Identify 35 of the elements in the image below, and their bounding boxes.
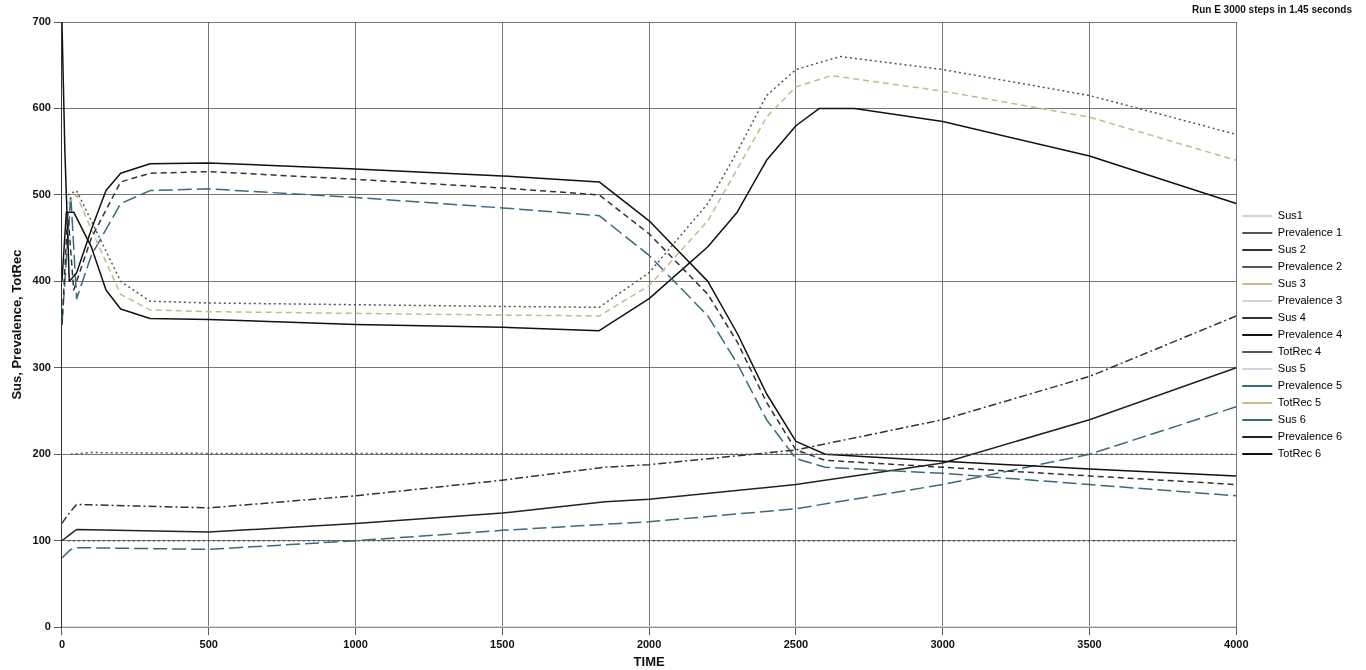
legend-label: Sus1 [1277, 209, 1303, 222]
y-tick-label: 500 [32, 187, 51, 200]
x-tick-label: 2000 [636, 637, 662, 650]
legend-label: TotRec 4 [1277, 345, 1322, 358]
y-tick-label: 0 [44, 620, 51, 633]
x-tick-label: 4000 [1224, 637, 1249, 650]
x-tick-label: 0 [58, 637, 66, 650]
x-tick-label: 2500 [783, 637, 809, 650]
legend-label: Sus 2 [1277, 243, 1306, 256]
legend-label: Sus 4 [1277, 311, 1306, 324]
y-tick-label: 600 [32, 101, 51, 114]
y-tick-label: 700 [32, 15, 51, 28]
legend-label: Sus 3 [1277, 277, 1306, 290]
legend-label: Prevalence 6 [1277, 430, 1343, 443]
x-tick-label: 500 [199, 637, 218, 650]
x-tick-label: 1500 [490, 637, 515, 650]
legend-label: Prevalence 4 [1277, 328, 1343, 341]
legend-label: Prevalence 2 [1277, 260, 1343, 273]
x-tick-label: 3500 [1077, 637, 1102, 650]
text: Run E 3000 steps in 1.45 seconds [1191, 3, 1353, 15]
y-axis-title: Sus, Prevalence, TotRec [9, 249, 25, 400]
legend-label: Sus 6 [1277, 413, 1306, 426]
legend-label: Sus 5 [1277, 362, 1306, 375]
legend-label: TotRec 5 [1277, 396, 1322, 409]
x-tick-label: 3000 [930, 637, 955, 650]
y-tick-label: 100 [32, 533, 51, 546]
legend-label: Prevalence 3 [1277, 294, 1343, 307]
y-tick-label: 300 [32, 360, 51, 373]
x-axis-title: TIME [633, 653, 665, 669]
legend-label: Prevalence 5 [1277, 379, 1343, 392]
legend-label: Prevalence 1 [1277, 226, 1343, 239]
x-tick-label: 1000 [343, 637, 368, 650]
legend-label: TotRec 6 [1277, 447, 1322, 460]
y-tick-label: 400 [32, 274, 51, 287]
y-tick-label: 200 [32, 447, 51, 460]
